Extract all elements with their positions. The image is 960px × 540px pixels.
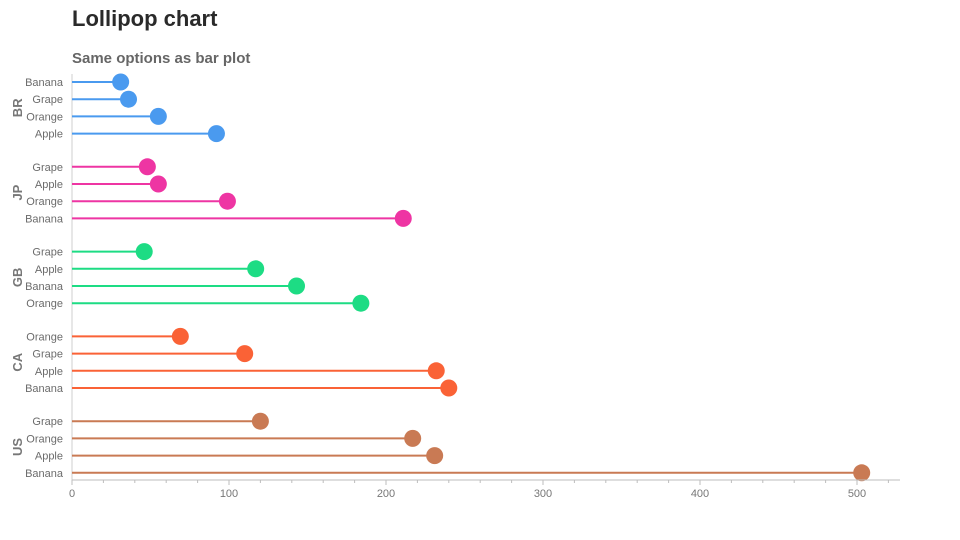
category-label: Apple: [35, 129, 63, 141]
lollipop-dot-ca-grape[interactable]: [236, 345, 254, 363]
category-label: Orange: [26, 196, 63, 208]
lollipop-dot-us-banana[interactable]: [853, 464, 871, 482]
lollipop-dot-gb-apple[interactable]: [247, 260, 265, 278]
x-tick-label: 300: [534, 488, 552, 500]
category-label: Orange: [26, 331, 63, 343]
lollipop-dot-gb-grape[interactable]: [135, 243, 153, 261]
category-label: Grape: [32, 247, 63, 259]
category-label: Orange: [26, 111, 63, 123]
x-tick-label: 400: [691, 488, 709, 500]
category-label: Apple: [35, 179, 63, 191]
chart-subtitle: Same options as bar plot: [72, 50, 251, 67]
x-tick-label: 0: [69, 488, 75, 500]
lollipop-dot-gb-banana[interactable]: [288, 277, 306, 295]
lollipop-dot-gb-orange[interactable]: [352, 294, 370, 312]
category-label: Grape: [32, 416, 63, 428]
lollipop-dot-br-banana[interactable]: [112, 73, 130, 91]
category-label: Banana: [25, 77, 64, 89]
category-label: Grape: [32, 349, 63, 361]
lollipop-dot-ca-orange[interactable]: [171, 327, 189, 345]
category-label: Apple: [35, 264, 63, 276]
lollipop-dot-jp-banana[interactable]: [394, 209, 412, 227]
x-tick-label: 500: [848, 488, 866, 500]
lollipop-dot-jp-apple[interactable]: [149, 175, 167, 193]
category-label: Banana: [25, 383, 64, 395]
lollipop-dot-us-apple[interactable]: [426, 447, 444, 465]
lollipop-dot-br-orange[interactable]: [149, 107, 167, 125]
lollipop-dot-us-orange[interactable]: [404, 429, 422, 447]
lollipop-dot-ca-banana[interactable]: [440, 379, 458, 397]
group-label-gb: GB: [10, 268, 25, 288]
lollipop-dot-br-apple[interactable]: [207, 125, 225, 143]
lollipop-dot-br-grape[interactable]: [120, 90, 138, 108]
category-label: Orange: [26, 298, 63, 310]
lollipop-dot-us-grape[interactable]: [251, 412, 269, 430]
group-label-br: BR: [10, 98, 25, 117]
category-label: Grape: [32, 162, 63, 174]
category-label: Orange: [26, 433, 63, 445]
lollipop-dot-jp-grape[interactable]: [138, 158, 156, 176]
lollipop-dot-jp-orange[interactable]: [218, 192, 236, 210]
x-tick-label: 100: [220, 488, 238, 500]
category-label: Apple: [35, 366, 63, 378]
category-label: Grape: [32, 94, 63, 106]
lollipop-dot-ca-apple[interactable]: [427, 362, 445, 380]
category-label: Banana: [25, 281, 64, 293]
group-label-jp: JP: [10, 184, 25, 200]
x-tick-label: 200: [377, 488, 395, 500]
category-label: Banana: [25, 213, 64, 225]
group-label-us: US: [10, 438, 25, 456]
category-label: Banana: [25, 468, 64, 480]
chart-title: Lollipop chart: [72, 6, 218, 31]
group-label-ca: CA: [10, 352, 25, 371]
category-label: Apple: [35, 451, 63, 463]
